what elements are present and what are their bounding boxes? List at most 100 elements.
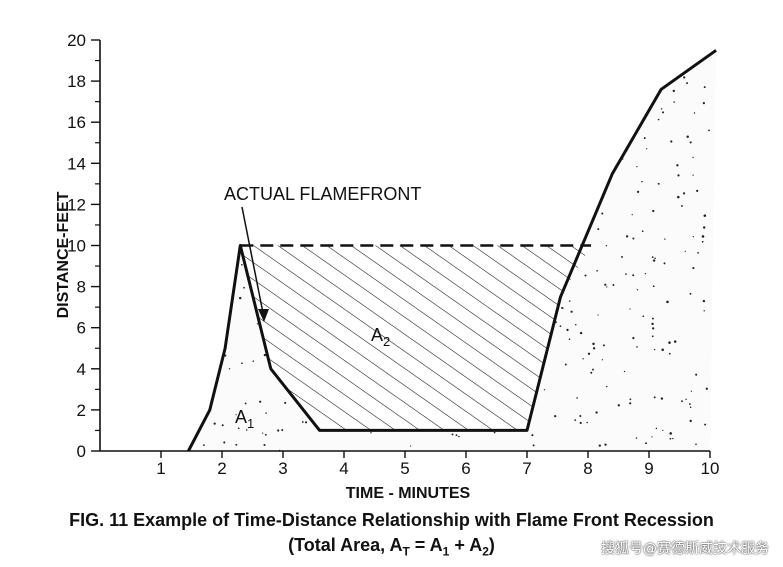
stipple-dot (704, 423, 707, 426)
stipple-dot (301, 421, 304, 423)
stipple-dot (652, 209, 655, 213)
stipple-dot (686, 135, 689, 138)
stipple-dot (277, 429, 280, 432)
stipple-dot (635, 437, 638, 439)
stipple-dot (631, 213, 633, 216)
stipple-dot (670, 140, 673, 143)
stipple-dot (570, 310, 573, 313)
stipple-dot (597, 228, 600, 231)
stipple-dot (692, 267, 695, 270)
stipple-dot (243, 286, 245, 289)
stipple-dot (685, 398, 687, 401)
y-tick-label: 14 (67, 154, 86, 173)
stipple-dot (692, 235, 694, 238)
stipple-dot (568, 338, 571, 340)
stipple-dot (661, 111, 665, 114)
stipple-dot (262, 432, 264, 434)
stipple-dot (652, 285, 655, 288)
y-tick-label: 16 (67, 113, 86, 132)
stipple-dot (259, 400, 262, 403)
stipple-dot (493, 431, 496, 434)
stipple-dot (664, 238, 666, 240)
stipple-dot (692, 156, 694, 159)
stipple-dot (575, 324, 577, 326)
stipple-dot (684, 250, 686, 253)
stipple-dot (662, 429, 664, 431)
stipple-dot (646, 148, 648, 150)
stipple-dot (632, 237, 635, 240)
stipple-dot (597, 314, 599, 316)
stipple-dot (695, 443, 697, 446)
stipple-dot (642, 315, 645, 318)
region-subscript: 2 (383, 334, 390, 349)
stipple-dot (455, 434, 458, 437)
stipple-dot (654, 257, 656, 260)
stipple-dot (668, 341, 671, 344)
stipple-dot (602, 344, 605, 347)
stipple-dot (237, 427, 240, 430)
figure-caption: FIG. 11 Example of Time-Distance Relatio… (69, 510, 714, 530)
stipple-dot (657, 182, 660, 185)
stipple-dot (683, 76, 686, 79)
stipple-dot (605, 245, 608, 247)
stipple-dot (595, 411, 598, 414)
y-tick-label: 12 (67, 195, 86, 214)
caption-subscript: 1 (442, 544, 450, 559)
stipple-dot (284, 401, 287, 404)
stipple-dot (657, 118, 660, 121)
flamefront-curve (187, 49, 717, 452)
stipple-dot (677, 195, 680, 199)
stipple-dot (677, 174, 680, 177)
stipple-dot (574, 419, 577, 421)
stipple-dot (683, 192, 686, 195)
stipple-dot (606, 286, 608, 288)
stipple-dot (264, 433, 267, 436)
y-tick-label: 4 (77, 360, 86, 379)
area-a2-hatch (240, 245, 592, 431)
stipple-dot (579, 331, 583, 335)
stipple-dot (617, 404, 620, 407)
stipple-dot (636, 289, 639, 291)
caption-text: (Total Area, A (288, 535, 403, 555)
stipple-dot (579, 421, 582, 425)
stipple-dot (689, 406, 692, 408)
stipple-dot (673, 340, 677, 343)
stipple-dot (645, 442, 647, 445)
stipple-dot (651, 256, 654, 258)
stipple-dot (690, 390, 693, 392)
stipple-dot (666, 300, 669, 304)
stipple-dot (370, 432, 372, 434)
stipple-dot (235, 443, 238, 446)
stipple-dot (629, 308, 631, 310)
stipple-dot (592, 368, 594, 371)
stipple-dot (554, 415, 557, 418)
stipple-dot (625, 273, 627, 275)
annotation-actual-flamefront: ACTUAL FLAMEFRONT (224, 184, 421, 204)
stipple-dot (693, 112, 696, 114)
stipple-dot (238, 296, 242, 300)
stipple-dot (281, 428, 284, 432)
stipple-dot (661, 348, 664, 352)
stipple-dot (689, 403, 691, 405)
stipple-dot (587, 352, 591, 355)
x-tick-label: 3 (278, 459, 287, 478)
stipple-dot (692, 174, 694, 176)
stipple-dot (244, 402, 247, 405)
stipple-dot (604, 283, 607, 286)
stipple-dot (653, 396, 656, 399)
caption-text: = A (409, 535, 443, 555)
stipple-dot (606, 385, 608, 388)
y-tick-label: 0 (77, 442, 86, 461)
stipple-dot (697, 252, 699, 254)
stipple-dot (660, 397, 664, 400)
stipple-dot (701, 235, 705, 238)
caption-text: ) (488, 535, 495, 555)
stipple-dot (663, 262, 666, 265)
stipple-dot (304, 421, 308, 424)
stipple-dot (601, 359, 604, 361)
stipple-dot (695, 373, 698, 376)
stipple-dot (265, 412, 267, 414)
annotation-arrowhead (258, 309, 269, 322)
stipple-dot (669, 437, 672, 440)
